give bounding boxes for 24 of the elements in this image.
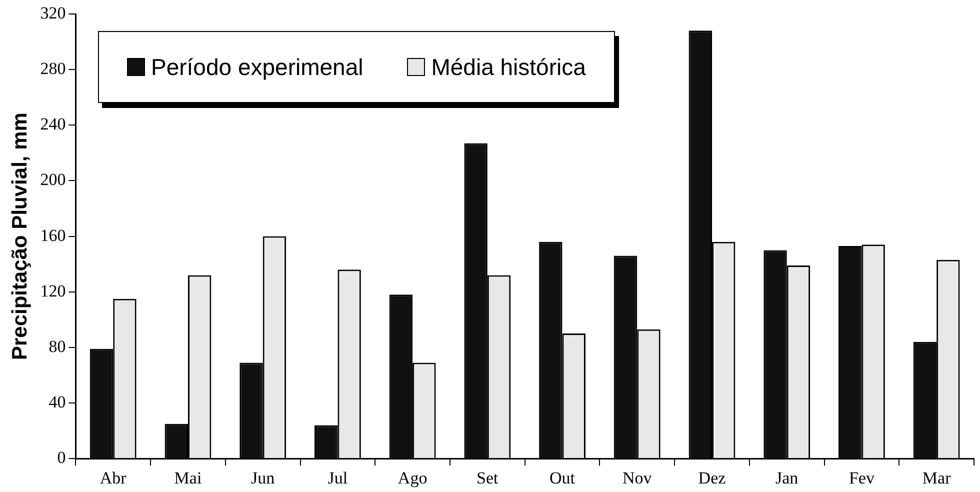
legend-label: Média histórica — [430, 54, 586, 80]
x-tick-label: Ago — [398, 468, 428, 488]
x-tick-label: Dez — [698, 468, 726, 488]
y-tick-label: 160 — [40, 226, 66, 245]
x-tick-label: Out — [550, 468, 576, 488]
x-tick-label: Mar — [922, 468, 952, 488]
y-tick-label: 0 — [57, 448, 66, 468]
y-tick-label: 320 — [40, 3, 66, 22]
y-axis-title: Precipitação Pluvial, mm — [8, 112, 32, 360]
x-tick-label: Set — [476, 468, 499, 488]
legend-label: Período experimenal — [150, 54, 364, 80]
x-tick-label: Fev — [848, 468, 875, 488]
y-tick-label: 240 — [40, 114, 66, 134]
x-tick-label: Jun — [251, 468, 276, 488]
y-tick-label: 80 — [48, 336, 66, 356]
x-tick-label: Abr — [100, 468, 127, 488]
y-tick-label: 40 — [48, 392, 66, 412]
x-tick-label: Nov — [622, 468, 652, 488]
y-tick-label: 120 — [40, 281, 66, 300]
x-tick-label: Jul — [328, 468, 348, 488]
x-tick-label: Mai — [174, 468, 202, 488]
x-tick-label: Jan — [776, 468, 799, 488]
y-tick-label: 200 — [40, 170, 66, 190]
y-tick-label: 280 — [40, 59, 66, 78]
